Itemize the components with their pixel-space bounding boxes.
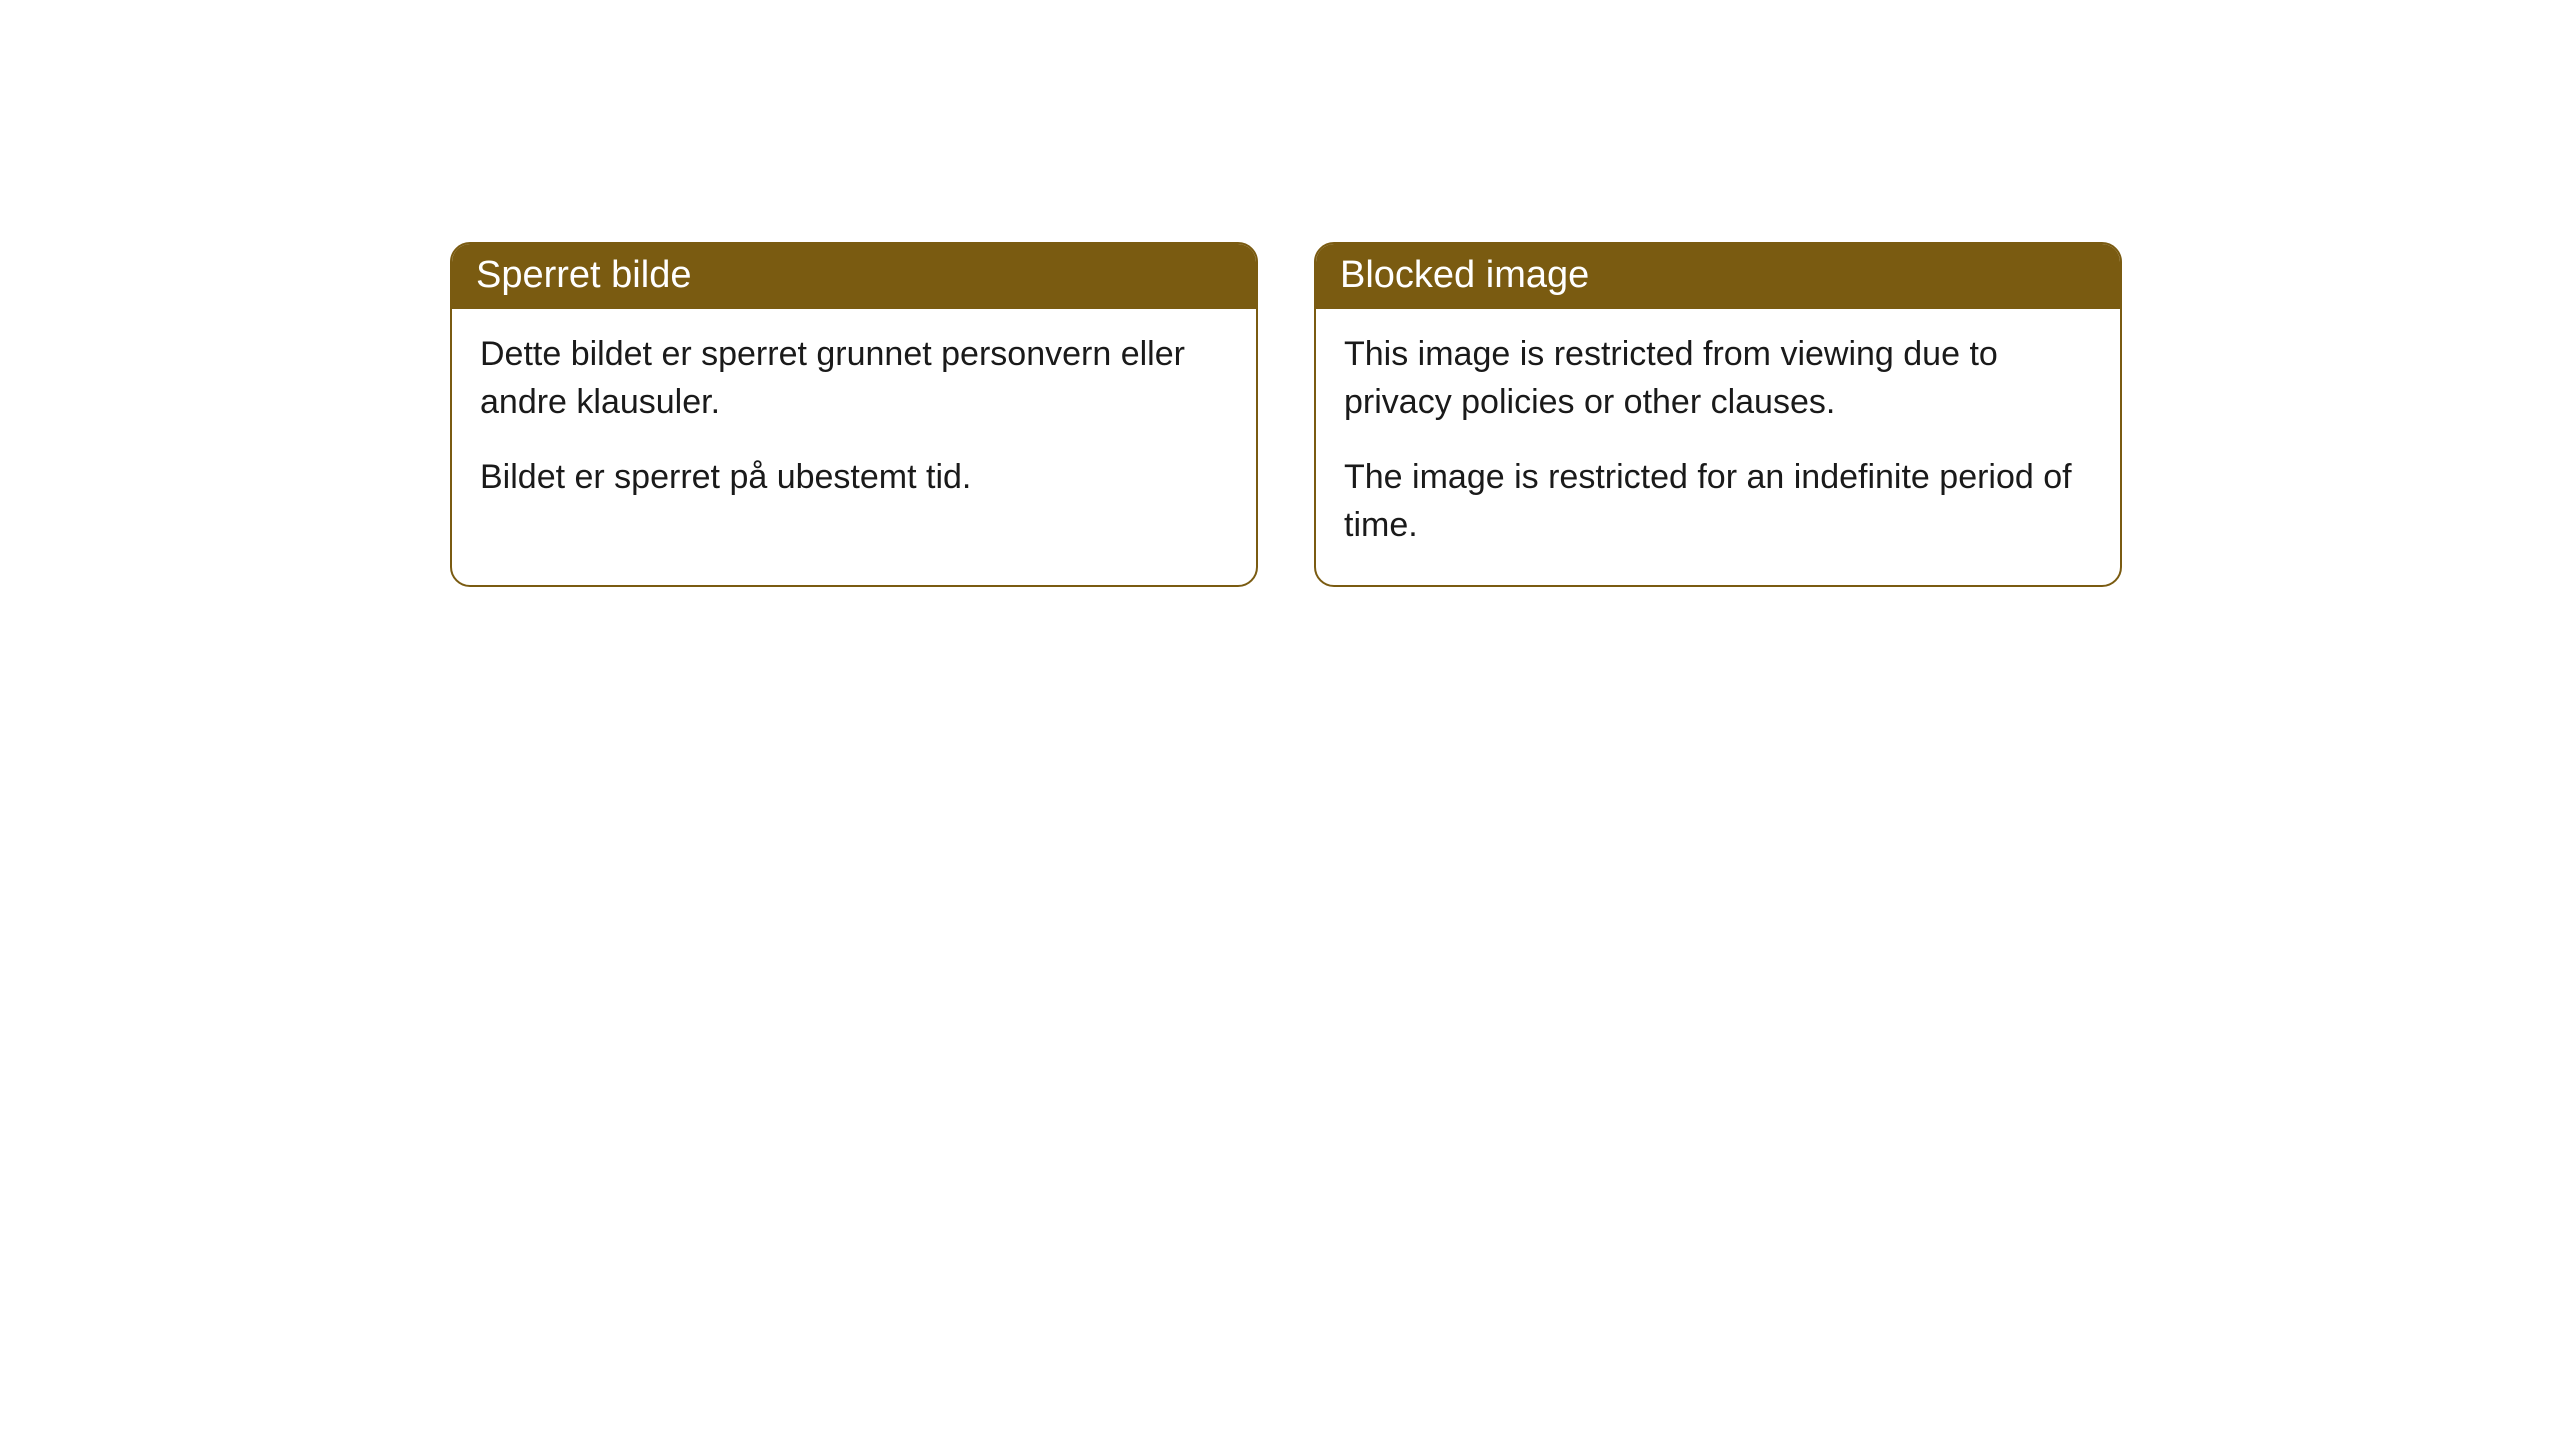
card-paragraph: This image is restricted from viewing du… — [1344, 331, 2092, 426]
card-paragraph: Dette bildet er sperret grunnet personve… — [480, 331, 1228, 426]
card-paragraph: The image is restricted for an indefinit… — [1344, 454, 2092, 549]
card-body: Dette bildet er sperret grunnet personve… — [452, 309, 1256, 538]
card-header: Sperret bilde — [452, 244, 1256, 309]
notification-cards-container: Sperret bilde Dette bildet er sperret gr… — [450, 242, 2560, 587]
card-body: This image is restricted from viewing du… — [1316, 309, 2120, 585]
card-paragraph: Bildet er sperret på ubestemt tid. — [480, 454, 1228, 502]
blocked-image-card-english: Blocked image This image is restricted f… — [1314, 242, 2122, 587]
card-header: Blocked image — [1316, 244, 2120, 309]
blocked-image-card-norwegian: Sperret bilde Dette bildet er sperret gr… — [450, 242, 1258, 587]
